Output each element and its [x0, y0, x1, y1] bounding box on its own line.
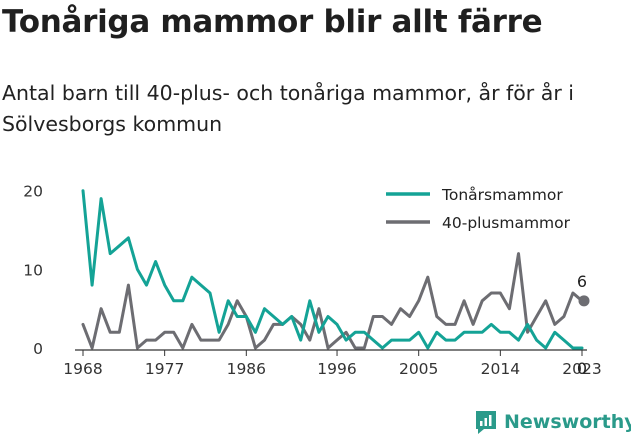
end-label-40-plusmammor: 6	[577, 272, 587, 291]
x-tick-label: 2014	[481, 360, 520, 378]
x-tick-label: 1968	[63, 360, 102, 378]
legend-label: Tonårsmammor	[441, 186, 563, 204]
series-line-tonarsmammor	[81, 189, 584, 350]
series-line-40-plusmammor	[81, 252, 584, 350]
newsworthy-logo-icon	[476, 411, 496, 434]
brand-name: Newsworthy	[504, 411, 631, 433]
page-title: Tonåriga mammor blir allt färre	[2, 4, 543, 40]
x-tick-label: 1986	[227, 360, 266, 378]
page-subtitle: Antal barn till 40-plus- och tonåriga ma…	[2, 81, 574, 136]
x-tick-label: 1977	[145, 360, 184, 378]
x-tick-label: 1996	[317, 360, 356, 378]
y-tick-label: 0	[33, 340, 43, 358]
end-point-40-plusmammor	[578, 295, 590, 307]
legend-label: 40-plusmammor	[442, 214, 571, 232]
end-label-tonarsmammor: 0	[577, 359, 587, 378]
y-tick-label: 20	[23, 183, 43, 201]
x-tick-label: 2005	[399, 360, 438, 378]
brand-logo: Newsworthy	[474, 405, 631, 439]
x-tick-label: 2023	[562, 360, 601, 378]
y-tick-label: 10	[23, 261, 43, 279]
